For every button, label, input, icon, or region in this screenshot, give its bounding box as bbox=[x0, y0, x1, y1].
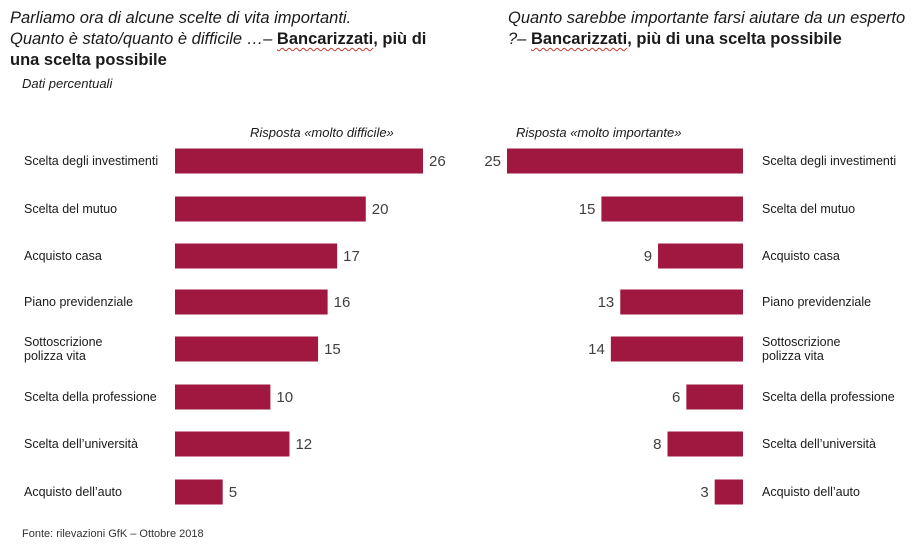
left-category-label: Scelta degli investimenti bbox=[24, 154, 158, 168]
right-category-label: Acquisto casa bbox=[762, 249, 840, 263]
right-chart-title: Quanto sarebbe importante farsi aiutare … bbox=[508, 8, 908, 50]
left-bar bbox=[175, 384, 271, 410]
right-value-label: 6 bbox=[672, 389, 680, 406]
left-category-label: Scelta dell’università bbox=[24, 437, 138, 451]
right-category-label: Acquisto dell’auto bbox=[762, 485, 860, 499]
right-category-label: Piano previdenziale bbox=[762, 295, 871, 309]
left-value-label: 15 bbox=[324, 341, 341, 358]
left-chart-series-label: Risposta «molto difficile» bbox=[250, 125, 394, 140]
right-bar bbox=[658, 243, 743, 269]
left-value-label: 12 bbox=[295, 436, 312, 453]
source-note: Fonte: rilevazioni GfK – Ottobre 2018 bbox=[22, 528, 204, 540]
left-category-label: Scelta del mutuo bbox=[24, 202, 117, 216]
left-value-label: 17 bbox=[343, 248, 360, 265]
right-value-label: 14 bbox=[588, 341, 605, 358]
left-category-line: Acquisto casa bbox=[24, 249, 102, 263]
right-category-label: Scelta dell’università bbox=[762, 437, 876, 451]
left-category-line: Acquisto dell’auto bbox=[24, 485, 122, 499]
left-category-label: Piano previdenziale bbox=[24, 295, 133, 309]
right-bar bbox=[667, 431, 743, 457]
right-category-label: Scelta del mutuo bbox=[762, 202, 855, 216]
right-title-prefix: Quanto sarebbe importante farsi aiutare … bbox=[508, 9, 906, 48]
left-value-label: 26 bbox=[429, 153, 446, 170]
left-category-label: Acquisto dell’auto bbox=[24, 485, 122, 499]
left-bar bbox=[175, 148, 423, 174]
left-bar bbox=[175, 431, 290, 457]
right-title-suffix: , più di una scelta possibile bbox=[627, 30, 842, 48]
left-category-line: Scelta dell’università bbox=[24, 437, 138, 451]
right-category-label: Scelta della professione bbox=[762, 390, 895, 404]
right-value-label: 15 bbox=[579, 201, 596, 218]
left-bar bbox=[175, 289, 328, 315]
left-value-label: 20 bbox=[372, 201, 389, 218]
right-value-label: 13 bbox=[598, 294, 615, 311]
right-bar bbox=[601, 196, 743, 222]
right-bar bbox=[686, 384, 743, 410]
left-value-label: 10 bbox=[276, 389, 293, 406]
left-bar bbox=[175, 243, 338, 269]
left-title-suffix: , più di una scelta possibile bbox=[10, 30, 427, 69]
left-title-emphasis: Bancarizzati bbox=[276, 30, 374, 48]
right-value-label: 9 bbox=[644, 248, 652, 265]
left-bar bbox=[175, 479, 223, 505]
left-value-label: 16 bbox=[334, 294, 351, 311]
right-category-line: Scelta degli investimenti bbox=[762, 154, 896, 168]
left-category-line: Sottoscrizione bbox=[24, 335, 103, 349]
right-category-line: Piano previdenziale bbox=[762, 295, 871, 309]
left-bar bbox=[175, 196, 366, 222]
left-value-label: 5 bbox=[229, 484, 237, 501]
right-category-label: Sottoscrizione polizza vita bbox=[762, 335, 841, 363]
right-bar bbox=[610, 336, 743, 362]
right-category-line: Sottoscrizione bbox=[762, 335, 841, 349]
right-category-line: polizza vita bbox=[762, 349, 824, 363]
left-category-label: Scelta della professione bbox=[24, 390, 157, 404]
right-bar bbox=[507, 148, 743, 174]
right-bar bbox=[620, 289, 743, 315]
right-category-line: Scelta dell’università bbox=[762, 437, 876, 451]
right-value-label: 8 bbox=[653, 436, 661, 453]
right-category-line: Scelta della professione bbox=[762, 390, 895, 404]
left-category-line: Piano previdenziale bbox=[24, 295, 133, 309]
left-category-label: Acquisto casa bbox=[24, 249, 102, 263]
left-title-prefix: Quanto è stato/quanto è difficile …– bbox=[10, 30, 277, 48]
left-category-line: Scelta degli investimenti bbox=[24, 154, 158, 168]
right-title-emphasis: Bancarizzati bbox=[530, 30, 628, 48]
right-category-line: Acquisto dell’auto bbox=[762, 485, 860, 499]
right-value-label: 25 bbox=[484, 153, 501, 170]
left-category-line: Scelta del mutuo bbox=[24, 202, 117, 216]
subtitle: Dati percentuali bbox=[22, 76, 113, 91]
left-title-line1: Parliamo ora di alcune scelte di vita im… bbox=[10, 9, 352, 27]
left-bar bbox=[175, 336, 319, 362]
left-category-label: Sottoscrizione polizza vita bbox=[24, 335, 103, 363]
right-category-line: Scelta del mutuo bbox=[762, 202, 855, 216]
left-category-line: polizza vita bbox=[24, 349, 86, 363]
right-category-label: Scelta degli investimenti bbox=[762, 154, 896, 168]
right-bar bbox=[714, 479, 743, 505]
left-category-line: Scelta della professione bbox=[24, 390, 157, 404]
left-chart-title: Parliamo ora di alcune scelte di vita im… bbox=[10, 8, 440, 71]
right-category-line: Acquisto casa bbox=[762, 249, 840, 263]
right-value-label: 3 bbox=[700, 484, 708, 501]
right-chart-series-label: Risposta «molto importante» bbox=[516, 125, 682, 140]
